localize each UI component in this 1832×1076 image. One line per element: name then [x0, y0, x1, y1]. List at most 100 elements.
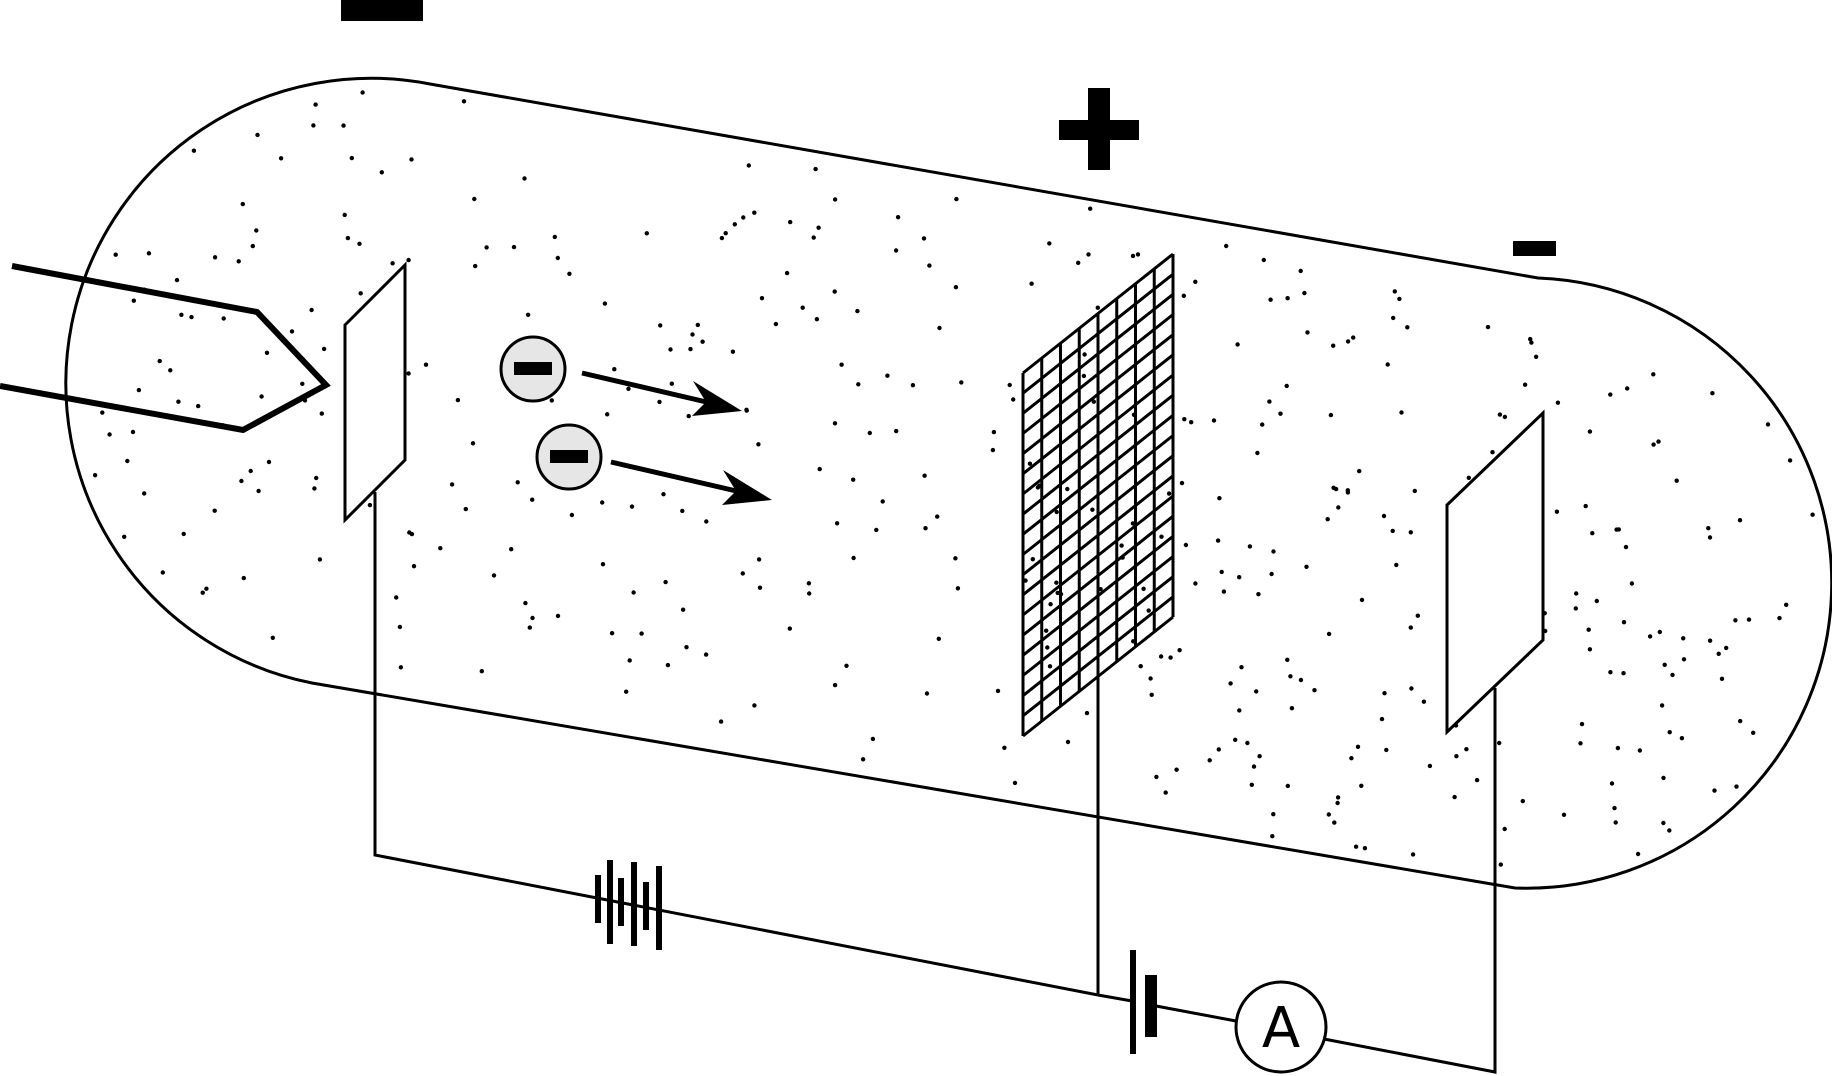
gas-particle — [752, 210, 757, 215]
gas-particle — [1379, 716, 1385, 722]
collector-lead-wire — [1323, 688, 1497, 1074]
gas-particle — [438, 546, 443, 551]
gas-particle — [146, 251, 152, 256]
gas-particle — [221, 316, 226, 321]
gas-particle — [1261, 257, 1267, 263]
gas-particle — [92, 473, 98, 478]
gas-particle — [1256, 592, 1261, 597]
gas-particle — [605, 412, 610, 417]
gas-particle — [874, 527, 879, 533]
glass-tube — [64, 76, 1832, 890]
gas-particle — [1474, 777, 1480, 783]
gas-particle — [472, 196, 477, 202]
gas-particle — [832, 289, 837, 294]
gas-particle — [1237, 575, 1242, 580]
gas-particle — [449, 482, 455, 487]
gas-particle — [1183, 542, 1189, 548]
gas-particle — [1257, 754, 1262, 759]
gas-particle — [732, 222, 737, 227]
retarding-battery-icon — [1130, 950, 1157, 1054]
gas-particle — [1027, 461, 1033, 466]
gas-particle — [1065, 486, 1070, 492]
gas-particle — [1497, 740, 1502, 746]
gas-particle — [744, 408, 749, 413]
gas-particle — [936, 636, 941, 641]
gas-particle — [142, 491, 147, 496]
grid-wire — [1022, 535, 1174, 657]
gas-particle — [629, 504, 635, 509]
gas-particle — [1784, 602, 1789, 607]
gas-particle — [1390, 528, 1395, 534]
gas-particle — [1237, 708, 1242, 713]
gas-particle — [239, 478, 244, 484]
gas-particle — [1555, 400, 1561, 405]
gas-particle — [1141, 586, 1146, 591]
gas-particle — [411, 564, 417, 569]
gas-particle — [530, 615, 535, 621]
gas-particle — [814, 317, 820, 322]
gas-particle — [1662, 662, 1667, 667]
gas-particle — [995, 688, 1001, 694]
gas-particle — [1612, 805, 1617, 811]
gas-particle — [357, 241, 362, 246]
cathode-minus-sign-icon — [341, 0, 423, 21]
gas-particle — [1159, 534, 1164, 539]
gas-particle — [1608, 670, 1613, 675]
gas-particle — [312, 486, 317, 491]
gas-particle — [241, 575, 246, 581]
gas-particle — [1268, 297, 1273, 302]
gas-particle — [569, 512, 575, 518]
gas-particle — [360, 90, 365, 95]
gas-particle — [130, 429, 136, 435]
gas-particle — [1219, 569, 1224, 575]
gas-particle — [1047, 241, 1052, 246]
gas-particle — [1583, 503, 1588, 509]
grid-wire — [1022, 272, 1174, 395]
gas-particle — [856, 382, 861, 387]
gas-particle — [1284, 383, 1289, 389]
gas-particle — [1119, 543, 1124, 548]
gas-particle — [319, 411, 324, 416]
gas-particle — [1587, 647, 1593, 652]
gas-particle — [1657, 629, 1663, 635]
gas-particle — [1221, 589, 1227, 594]
gas-particle — [131, 298, 136, 303]
gas-particle — [1384, 747, 1389, 753]
gas-particle — [695, 322, 700, 328]
gas-particle — [394, 595, 399, 600]
gas-particle — [1382, 691, 1387, 696]
gas-particle — [1359, 597, 1365, 603]
gas-particle — [1394, 562, 1399, 568]
gas-particle — [1574, 591, 1579, 596]
gas-particle — [1614, 527, 1619, 532]
gas-particle — [639, 631, 644, 636]
gas-particle — [1285, 783, 1291, 789]
gas-particle — [609, 631, 615, 636]
gas-particle — [668, 347, 673, 352]
grid-wire — [1022, 474, 1174, 597]
gas-particle — [688, 346, 693, 352]
gas-particle — [1353, 844, 1359, 849]
gas-particle — [895, 215, 901, 220]
grid-wire — [1022, 575, 1174, 697]
gas-particle — [390, 261, 395, 266]
gas-particle — [204, 586, 209, 591]
gas-particle — [1239, 665, 1244, 670]
gas-particle — [1615, 745, 1621, 751]
gas-particle — [1270, 834, 1275, 839]
collector-plate — [1445, 409, 1545, 736]
gas-particle — [309, 307, 314, 313]
gas-particle — [1331, 485, 1336, 490]
gas-particle — [136, 387, 142, 393]
gas-particle — [1667, 828, 1672, 833]
gas-particle — [602, 301, 608, 306]
gas-particle — [684, 645, 689, 650]
gas-particle — [1228, 681, 1233, 686]
gas-particle — [752, 703, 757, 708]
gas-particle — [867, 430, 872, 436]
gas-particle — [1359, 783, 1364, 788]
gas-particle — [953, 556, 958, 561]
gas-particle — [1254, 689, 1259, 694]
gas-particle — [1485, 324, 1491, 330]
gas-particle — [1656, 439, 1661, 444]
